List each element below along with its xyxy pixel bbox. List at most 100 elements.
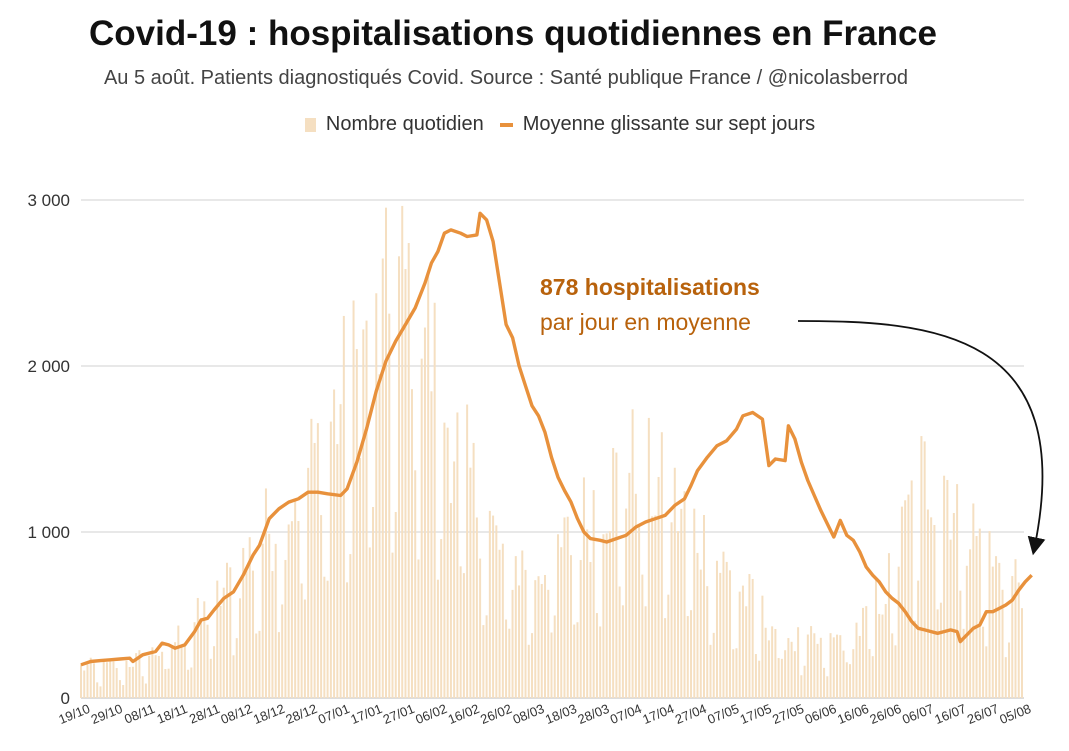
daily-bar <box>177 625 180 698</box>
chart-title: Covid-19 : hospitalisations quotidiennes… <box>89 14 937 53</box>
daily-bar <box>248 537 251 698</box>
daily-bar <box>615 452 618 698</box>
y-tick-label: 2 000 <box>27 357 70 376</box>
daily-bar <box>206 624 209 698</box>
x-tick-label: 08/11 <box>122 701 157 727</box>
daily-bar <box>287 524 290 698</box>
daily-bar <box>881 614 884 698</box>
daily-bar <box>930 517 933 698</box>
daily-bar <box>956 484 959 698</box>
daily-bar <box>800 675 803 698</box>
legend-label-bars: Nombre quotidien <box>325 113 484 135</box>
daily-bar <box>550 632 553 698</box>
daily-bar <box>271 571 274 698</box>
daily-bar <box>904 500 907 698</box>
daily-bar <box>725 561 728 698</box>
daily-bar <box>868 649 871 698</box>
daily-bar <box>988 531 991 698</box>
x-tick-label: 17/04 <box>640 701 676 727</box>
daily-bar <box>641 574 644 698</box>
daily-bar <box>874 579 877 698</box>
x-tick-label: 28/12 <box>283 701 319 727</box>
x-tick-label: 07/01 <box>316 701 352 727</box>
daily-bar <box>482 625 485 698</box>
daily-bar <box>99 686 102 698</box>
daily-bar <box>164 669 167 698</box>
daily-bar <box>547 589 550 698</box>
daily-bar <box>326 580 329 698</box>
x-tick-label: 16/06 <box>835 701 871 727</box>
daily-bar <box>959 590 962 698</box>
daily-bar <box>417 559 420 698</box>
daily-bar <box>154 655 157 698</box>
daily-bar <box>819 637 822 698</box>
daily-bar <box>235 638 238 698</box>
x-tick-label: 27/05 <box>770 701 806 727</box>
daily-bar <box>722 551 725 698</box>
daily-bar <box>472 442 475 698</box>
daily-bar <box>508 628 511 698</box>
daily-bar <box>355 349 358 698</box>
daily-bar <box>878 613 881 698</box>
daily-bar <box>654 515 657 698</box>
daily-bar <box>573 624 576 698</box>
daily-bar <box>605 533 608 698</box>
x-tick-label: 16/07 <box>932 701 968 727</box>
daily-bar <box>732 649 735 698</box>
daily-bar <box>673 467 676 698</box>
daily-bar <box>998 562 1001 698</box>
daily-bar <box>810 626 813 698</box>
daily-bar <box>258 630 261 698</box>
daily-bar <box>579 560 582 698</box>
daily-bar <box>459 566 462 698</box>
x-tick-label: 08/03 <box>511 701 547 727</box>
daily-bar <box>965 565 968 698</box>
daily-bar <box>771 626 774 698</box>
x-tick-label: 17/01 <box>348 701 384 727</box>
x-tick-label: 06/02 <box>413 701 449 727</box>
daily-bar <box>329 421 332 698</box>
daily-bar <box>268 533 271 698</box>
daily-bar <box>462 573 465 698</box>
daily-bar <box>183 644 186 698</box>
daily-bar <box>667 594 670 698</box>
daily-bar <box>157 655 160 698</box>
daily-bar <box>284 559 287 698</box>
x-tick-label: 26/06 <box>868 701 904 727</box>
daily-bar <box>758 660 761 698</box>
x-tick-label: 27/04 <box>673 701 709 727</box>
daily-bar <box>203 601 206 698</box>
daily-bar <box>381 258 384 698</box>
daily-bar <box>862 607 864 698</box>
daily-bar <box>414 470 417 698</box>
y-tick-label: 1 000 <box>27 523 70 542</box>
daily-bar <box>884 603 887 698</box>
daily-bar <box>761 595 764 698</box>
daily-bar <box>238 598 241 698</box>
daily-bar <box>310 418 313 698</box>
daily-bar <box>816 643 819 698</box>
daily-bar <box>518 585 521 698</box>
daily-bar <box>446 427 449 698</box>
daily-bar <box>226 562 229 698</box>
daily-bar <box>891 633 894 698</box>
daily-bar <box>527 644 530 698</box>
daily-bar <box>982 626 985 698</box>
daily-bar <box>492 515 495 698</box>
x-tick-label: 06/07 <box>900 701 936 727</box>
daily-bar <box>92 663 95 698</box>
daily-bar <box>170 645 173 698</box>
daily-bar <box>167 668 170 698</box>
daily-bar <box>394 512 397 698</box>
daily-bar <box>86 664 89 698</box>
daily-bar <box>320 515 323 698</box>
daily-bar <box>333 389 336 698</box>
daily-bar <box>638 524 641 698</box>
daily-bar <box>823 667 826 698</box>
daily-bar <box>297 521 300 698</box>
daily-bar <box>365 320 368 698</box>
daily-bar <box>784 650 787 698</box>
daily-bar <box>339 404 342 698</box>
daily-bar <box>245 566 248 698</box>
daily-bar <box>900 506 903 698</box>
